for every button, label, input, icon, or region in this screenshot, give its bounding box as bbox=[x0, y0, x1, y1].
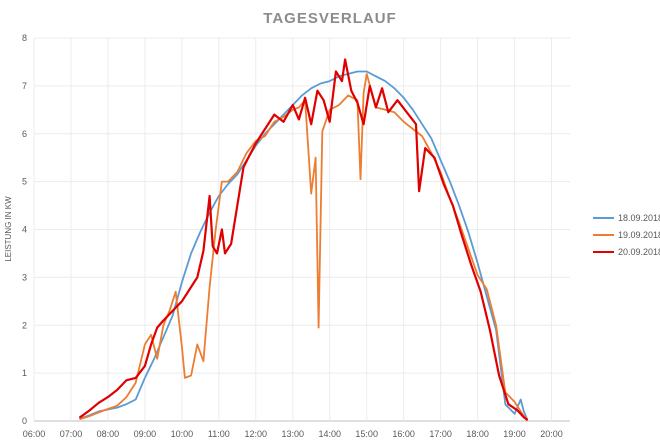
x-axis-ticks: 06:00 07:00 08:00 09:00 10:00 11:00 12:00 13:00… bbox=[23, 429, 563, 439]
series-line-3 bbox=[79, 58, 528, 421]
x-tick-label: 12:00 bbox=[245, 429, 268, 439]
x-tick-label: 08:00 bbox=[97, 429, 120, 439]
y-tick-label: 8 bbox=[22, 33, 27, 43]
x-tick-label: 20:00 bbox=[540, 429, 563, 439]
series-line-2 bbox=[79, 73, 528, 420]
y-axis-ticks: 0 1 2 3 4 5 6 7 8 bbox=[22, 33, 27, 426]
y-axis-label: LEISTUNG IN KW bbox=[4, 196, 13, 262]
grid bbox=[33, 37, 570, 422]
legend-label: 19.09.2018 bbox=[618, 230, 660, 240]
x-tick-label: 06:00 bbox=[23, 429, 46, 439]
series-lines bbox=[79, 58, 528, 421]
x-tick-label: 07:00 bbox=[60, 429, 83, 439]
y-tick-label: 7 bbox=[22, 81, 27, 91]
y-tick-label: 0 bbox=[22, 416, 27, 426]
y-tick-label: 1 bbox=[22, 368, 27, 378]
y-tick-label: 3 bbox=[22, 272, 27, 282]
x-tick-label: 13:00 bbox=[281, 429, 304, 439]
legend: 18.09.2018 19.09.2018 20.09.2018 bbox=[593, 213, 660, 257]
y-tick-label: 2 bbox=[22, 320, 27, 330]
x-tick-label: 14:00 bbox=[318, 429, 341, 439]
y-tick-label: 5 bbox=[22, 177, 27, 187]
x-tick-label: 18:00 bbox=[466, 429, 489, 439]
x-tick-label: 10:00 bbox=[171, 429, 194, 439]
y-tick-label: 6 bbox=[22, 129, 27, 139]
chart-title: TAGESVERLAUF bbox=[263, 10, 396, 27]
series-line-1 bbox=[79, 70, 528, 420]
legend-label: 18.09.2018 bbox=[618, 213, 660, 223]
y-tick-label: 4 bbox=[22, 225, 27, 235]
x-tick-label: 16:00 bbox=[392, 429, 415, 439]
x-tick-label: 11:00 bbox=[208, 429, 230, 439]
x-tick-label: 09:00 bbox=[134, 429, 157, 439]
legend-label: 20.09.2018 bbox=[618, 247, 660, 257]
x-tick-label: 17:00 bbox=[429, 429, 452, 439]
x-tick-label: 15:00 bbox=[355, 429, 378, 439]
x-tick-label: 19:00 bbox=[503, 429, 526, 439]
